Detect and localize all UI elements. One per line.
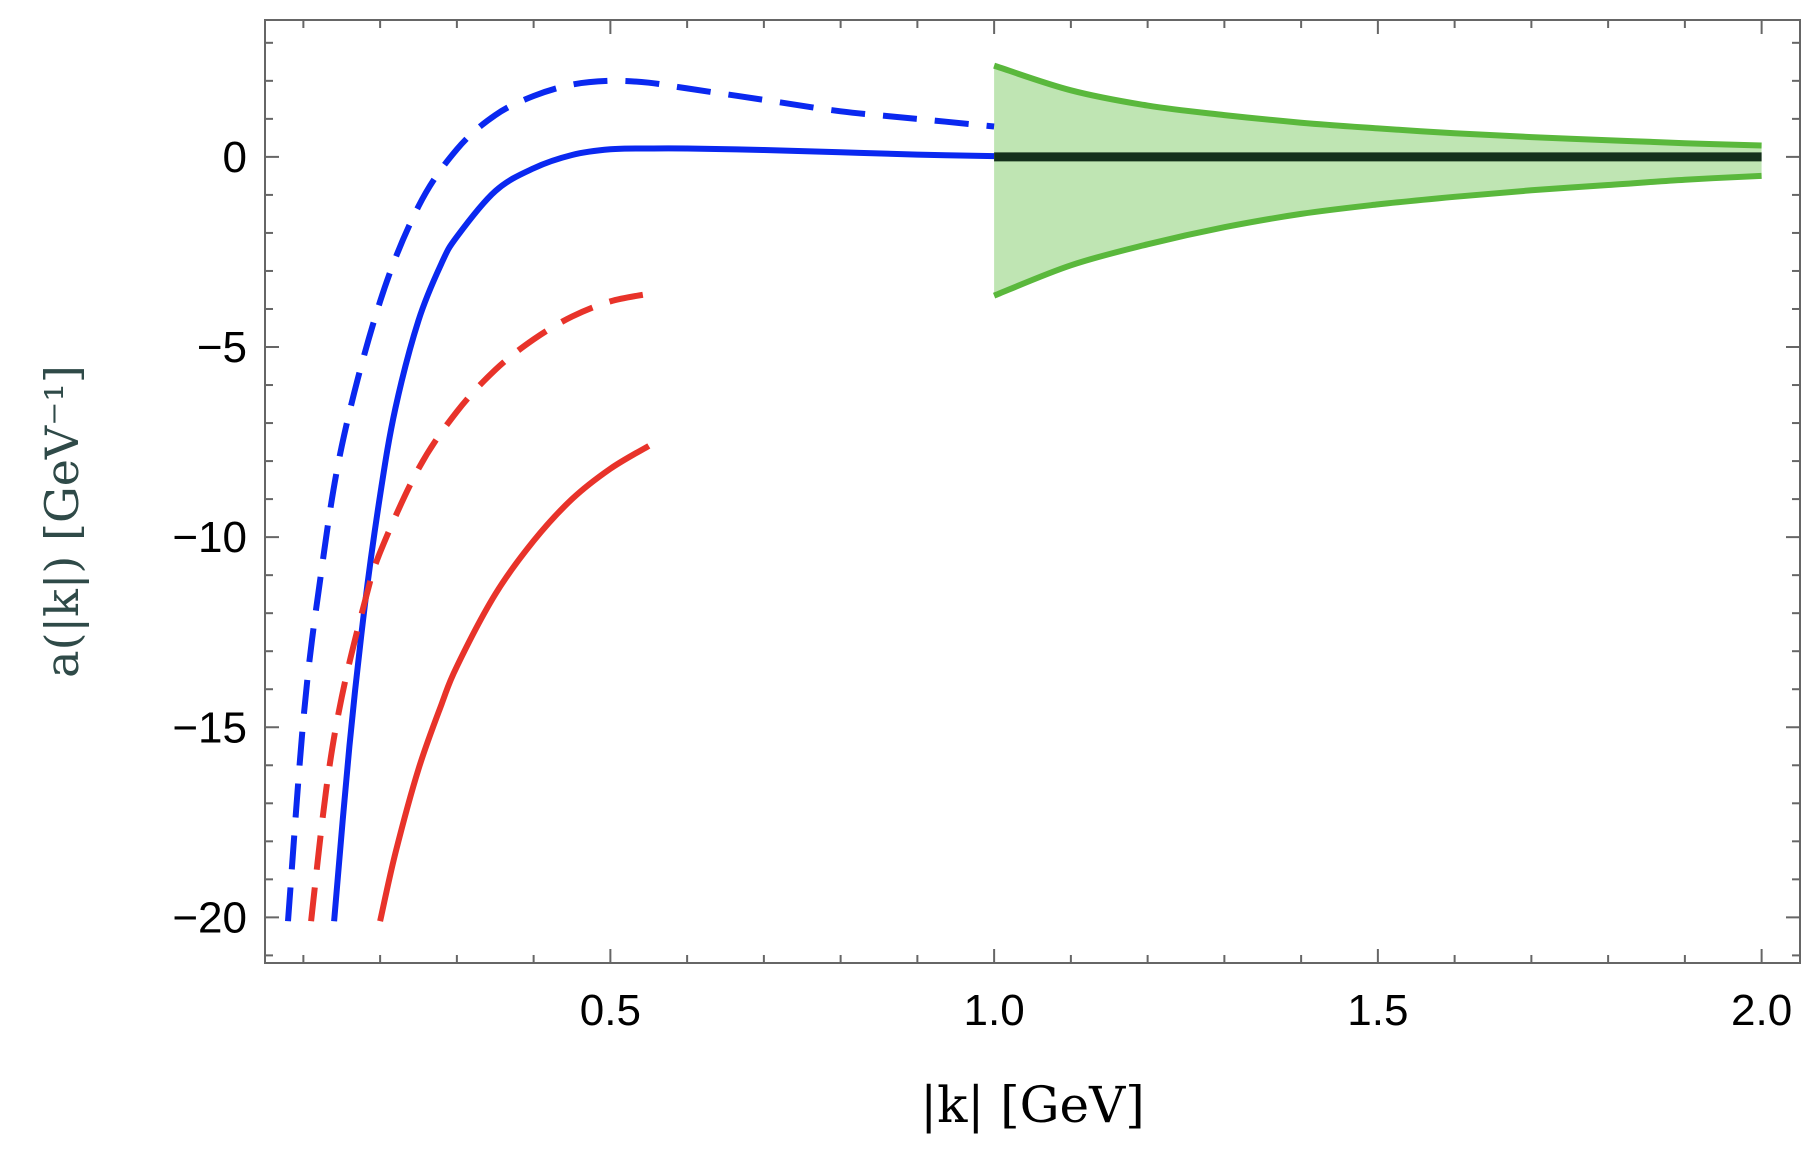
series-green-lower (992, 172, 1762, 299)
series-red-dashed (308, 290, 650, 922)
series-blue-solid (331, 145, 995, 922)
ticks-layer (265, 20, 1800, 963)
y-tick-label: 0 (223, 133, 247, 182)
band-layer (994, 65, 1762, 296)
green-band (994, 65, 1762, 296)
series-layer (285, 62, 1762, 922)
y-tick-label: −10 (172, 513, 247, 562)
y-tick-label: −15 (172, 703, 247, 752)
plot-frame (264, 19, 1801, 964)
x-tick-label: 1.5 (1347, 986, 1408, 1035)
y-axis-label: a(|k|) [GeV⁻¹] (35, 365, 89, 678)
y-tick-label: −5 (197, 323, 247, 372)
series-green-upper (993, 62, 1762, 149)
labels-layer: 0.5 1.0 1.5 2.0 0 −5 −10 −15 −20 (172, 133, 1792, 1035)
x-tick-label: 0.5 (580, 986, 641, 1035)
series-blue-dashed (285, 77, 995, 922)
x-tick-label: 1.0 (964, 986, 1025, 1035)
y-tick-label: −20 (172, 893, 247, 942)
series-red-solid (377, 443, 651, 922)
x-tick-label: 2.0 (1731, 986, 1792, 1035)
x-axis-label: |k| [GeV] (920, 1076, 1145, 1134)
